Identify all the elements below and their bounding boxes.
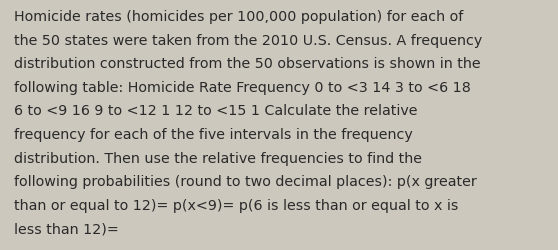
Text: than or equal to 12)= p(x<9)= p(6 is less than or equal to x is: than or equal to 12)= p(x<9)= p(6 is les… <box>14 198 458 212</box>
Text: the 50 states were taken from the 2010 U.S. Census. A frequency: the 50 states were taken from the 2010 U… <box>14 34 482 48</box>
Text: less than 12)=: less than 12)= <box>14 222 119 235</box>
Text: distribution constructed from the 50 observations is shown in the: distribution constructed from the 50 obs… <box>14 57 480 71</box>
Text: Homicide rates (homicides per 100,000 population) for each of: Homicide rates (homicides per 100,000 po… <box>14 10 463 24</box>
Text: following probabilities (round to two decimal places): p(x greater: following probabilities (round to two de… <box>14 174 477 188</box>
Text: following table: Homicide Rate Frequency 0 to <3 14 3 to <6 18: following table: Homicide Rate Frequency… <box>14 80 471 94</box>
Text: distribution. Then use the relative frequencies to find the: distribution. Then use the relative freq… <box>14 151 422 165</box>
Text: frequency for each of the five intervals in the frequency: frequency for each of the five intervals… <box>14 128 413 141</box>
Text: 6 to <9 16 9 to <12 1 12 to <15 1 Calculate the relative: 6 to <9 16 9 to <12 1 12 to <15 1 Calcul… <box>14 104 417 118</box>
